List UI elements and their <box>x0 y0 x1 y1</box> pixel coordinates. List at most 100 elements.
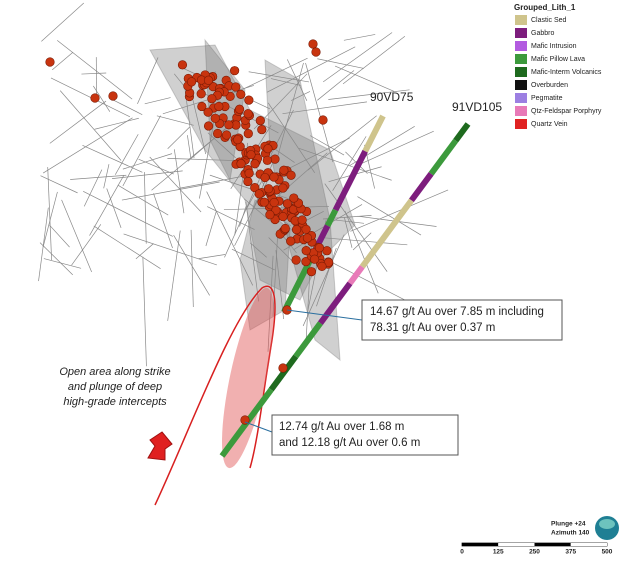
legend-label: Qtz-Feldspar Porphyry <box>531 108 602 115</box>
trace <box>322 32 393 83</box>
callout-text: 12.74 g/t Au over 1.68 m <box>279 421 404 433</box>
scale-bar-segment <box>462 543 499 546</box>
assay-sphere <box>244 168 254 178</box>
assay-sphere <box>108 91 118 101</box>
assay-sphere <box>318 115 328 125</box>
scale-label: 250 <box>529 549 540 556</box>
trace <box>298 147 392 181</box>
callout-box <box>271 414 459 456</box>
legend-title: Grouped_Lith_1 <box>514 3 576 12</box>
assay-sphere <box>260 172 270 183</box>
trace <box>156 115 194 126</box>
trace <box>138 158 174 175</box>
hole-segment <box>359 198 414 269</box>
trace <box>82 144 143 173</box>
hole-segment <box>409 172 434 203</box>
trace <box>49 224 70 248</box>
assay-sphere <box>244 95 254 105</box>
assay-sphere <box>230 66 240 76</box>
hole-segment <box>317 281 353 325</box>
open-area-outline <box>154 285 276 506</box>
assay-sphere <box>203 121 214 131</box>
trace <box>47 167 52 261</box>
assay-sphere <box>301 246 311 256</box>
hole-segment <box>332 149 368 212</box>
trace <box>94 117 139 130</box>
trace <box>332 136 367 191</box>
legend-swatch <box>515 15 527 25</box>
assay-sphere <box>310 254 320 264</box>
callout-leader <box>244 421 273 433</box>
legend-swatch <box>515 119 527 129</box>
hole-segment <box>324 208 339 228</box>
scale-bar-segment <box>534 543 571 546</box>
assay-sphere <box>90 93 100 103</box>
assay-sphere <box>203 75 214 85</box>
view-azimuth: Azimuth 140 <box>551 530 590 537</box>
trace <box>144 172 147 244</box>
trace <box>307 115 377 171</box>
assay-sphere <box>264 184 274 194</box>
assay-sphere <box>302 233 313 243</box>
callout-text: and 12.18 g/t Au over 0.6 m <box>279 437 420 449</box>
assay-sphere <box>243 129 253 139</box>
trace <box>112 99 143 115</box>
assay-sphere <box>265 210 275 220</box>
legend-label: Mafic Intrusion <box>531 43 577 50</box>
legend-label: Gabbro <box>531 30 554 37</box>
assay-sphere <box>213 128 223 139</box>
trace <box>322 237 408 246</box>
trace <box>343 34 376 41</box>
trace <box>117 184 169 216</box>
trace <box>57 40 133 100</box>
trace <box>137 57 159 105</box>
hole-segment <box>293 321 323 359</box>
assay-sphere <box>254 189 264 199</box>
trace <box>144 97 171 105</box>
trace <box>51 51 74 71</box>
trace <box>231 248 275 271</box>
legend-swatch <box>515 93 527 103</box>
trace <box>268 109 294 161</box>
assay-sphere <box>250 159 260 169</box>
trace <box>61 199 92 273</box>
assay-sphere <box>323 257 334 267</box>
legend-label: Mafic-Interm Volcanics <box>531 69 602 76</box>
trace <box>49 100 107 144</box>
assay-sphere <box>250 183 260 193</box>
trace <box>316 247 337 307</box>
trace <box>206 191 254 286</box>
assay-sphere <box>231 82 241 92</box>
trace <box>89 174 125 236</box>
trace <box>122 153 173 170</box>
assay-sphere <box>306 267 317 277</box>
trace <box>123 233 217 266</box>
trace <box>324 258 419 308</box>
trace <box>334 65 395 92</box>
trace <box>42 191 58 247</box>
trace <box>114 134 139 175</box>
trace <box>243 198 271 222</box>
assay-sphere <box>278 211 288 222</box>
assay-sphere <box>286 236 296 246</box>
trace <box>142 256 147 367</box>
assay-sphere <box>243 109 253 119</box>
trace <box>239 206 247 227</box>
scale-label: 125 <box>493 549 504 556</box>
assay-points <box>45 39 334 425</box>
trace <box>310 135 345 156</box>
trace <box>275 250 284 320</box>
trace <box>167 126 190 150</box>
trace <box>198 254 226 259</box>
trace <box>122 115 161 187</box>
hole-segment <box>428 138 459 176</box>
assay-sphere <box>269 197 279 208</box>
callout-box <box>361 299 563 341</box>
trace <box>344 217 353 248</box>
trace <box>357 196 422 236</box>
scale-label: 375 <box>565 549 576 556</box>
trace <box>39 242 74 276</box>
trace <box>92 85 111 112</box>
legend-label: Pegmatite <box>531 95 563 102</box>
assay-sphere <box>291 225 302 235</box>
